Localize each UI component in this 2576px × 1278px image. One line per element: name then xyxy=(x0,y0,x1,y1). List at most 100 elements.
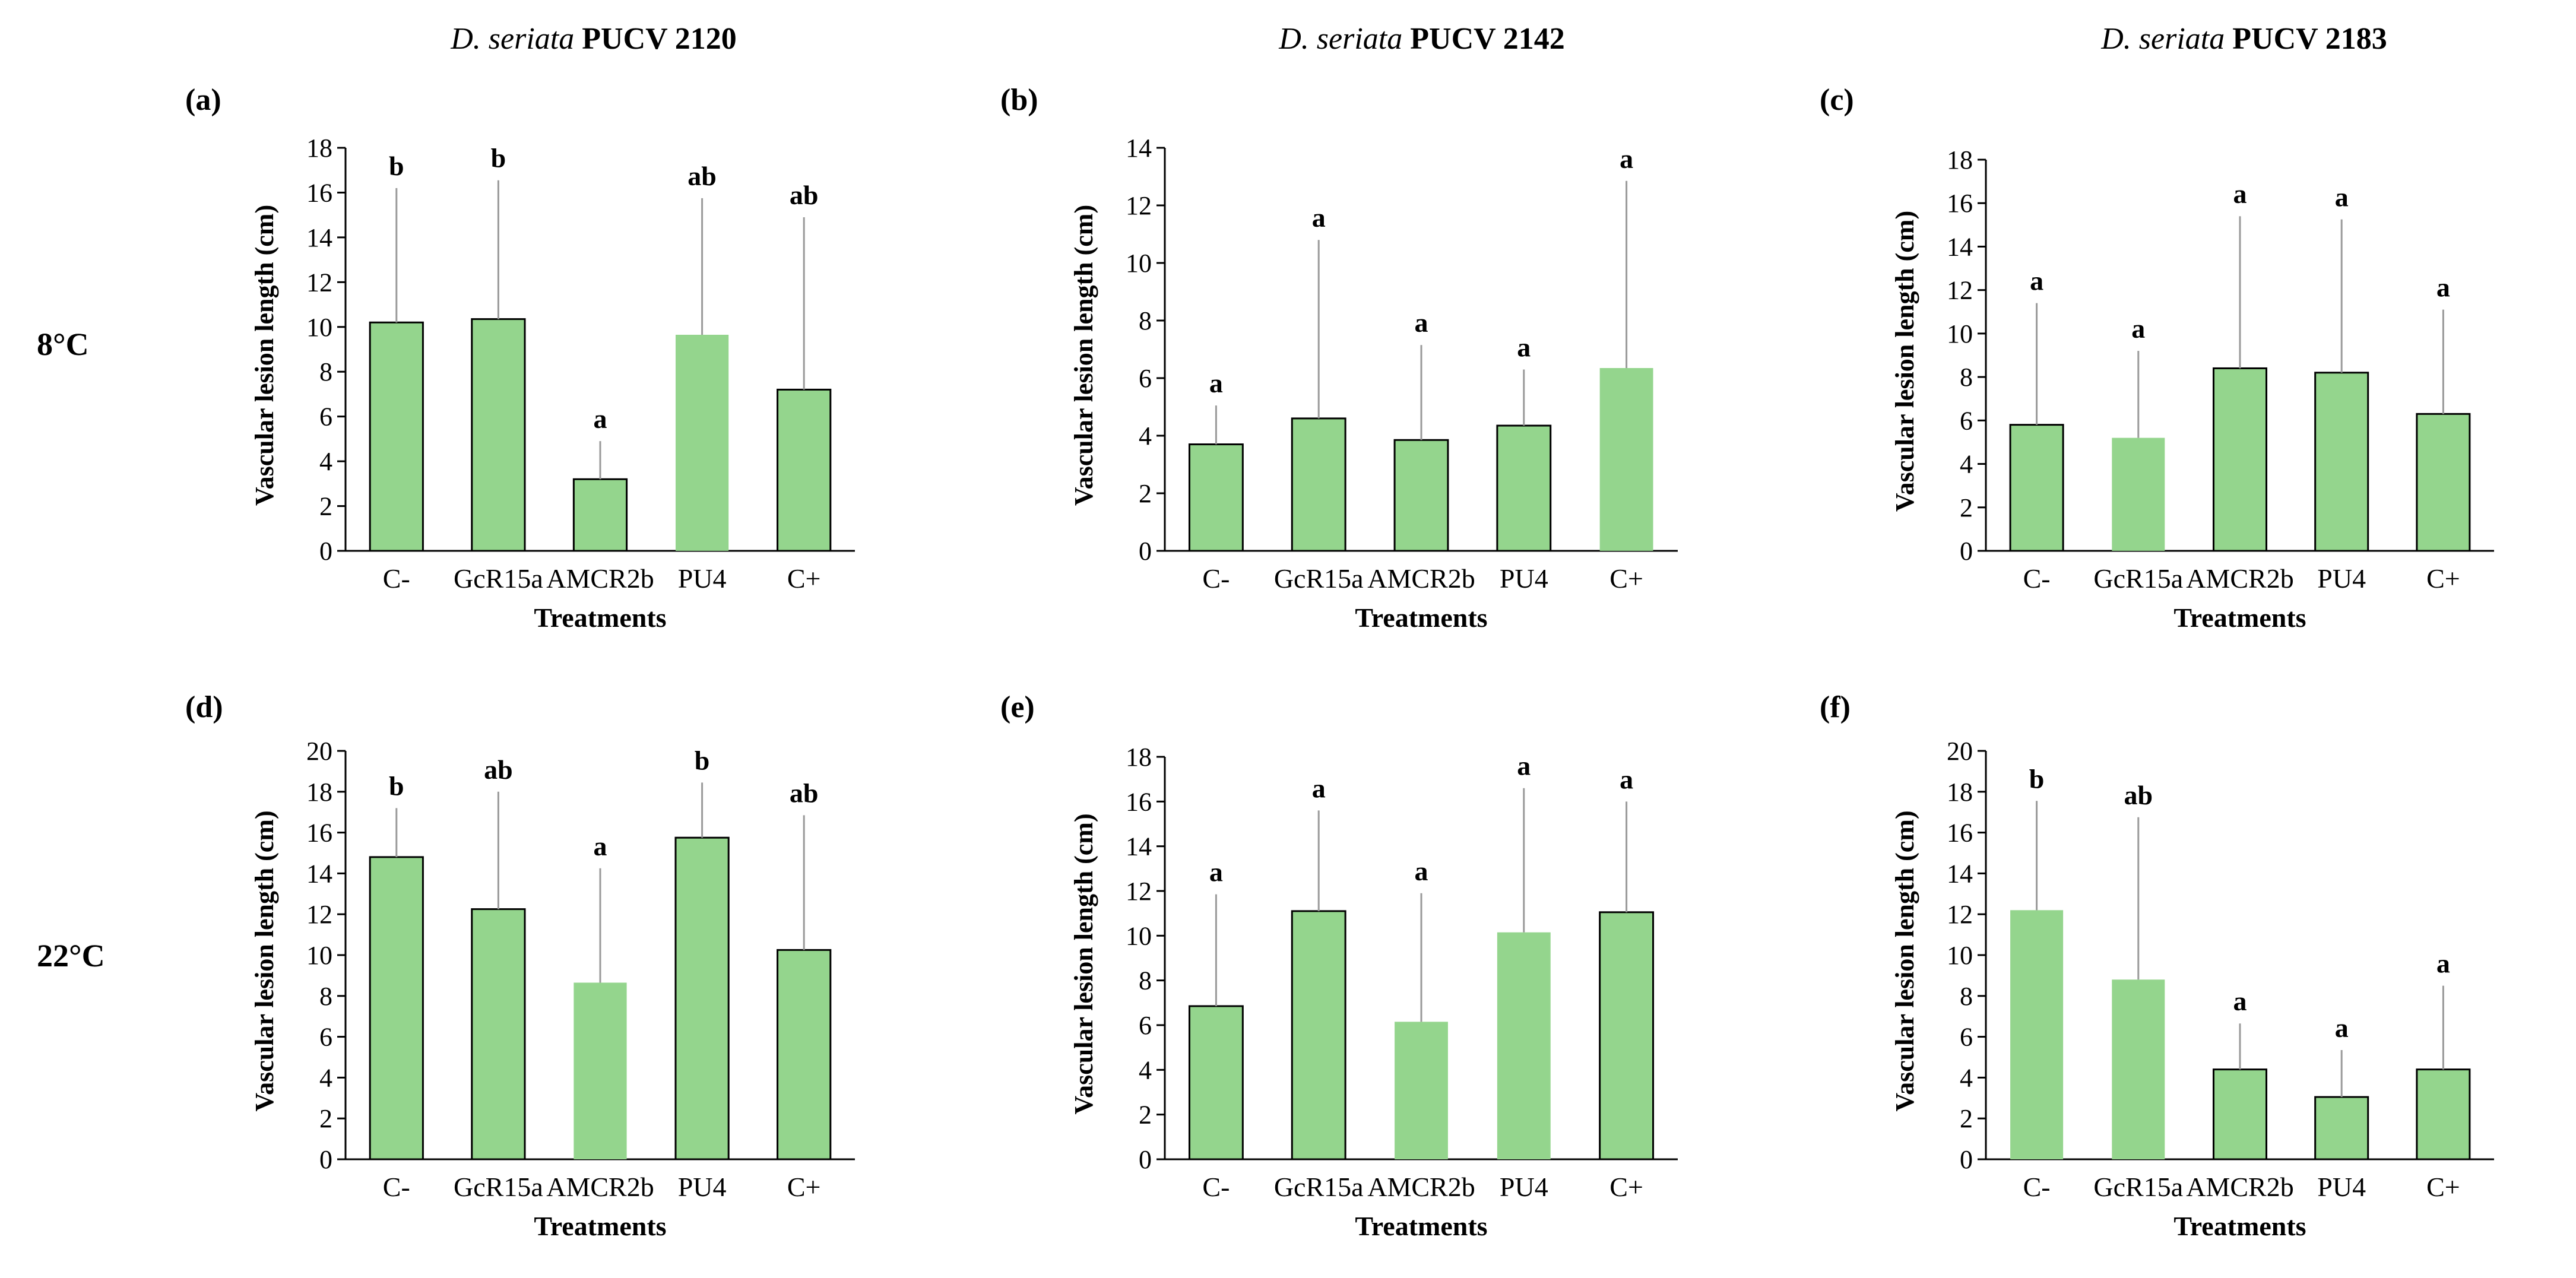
y-tick-label: 18 xyxy=(1126,743,1152,772)
bar-PU4 xyxy=(675,334,729,551)
bar-AMCR2b xyxy=(2212,367,2268,552)
y-tick-label: 14 xyxy=(1126,134,1152,163)
x-tick-label: C- xyxy=(383,563,410,594)
x-axis-title: Treatments xyxy=(1355,1211,1487,1241)
significance-letter: ab xyxy=(484,754,513,785)
y-tick-label: 0 xyxy=(319,1145,332,1174)
y-tick-label: 10 xyxy=(306,941,332,970)
y-tick-label: 8 xyxy=(319,982,332,1011)
x-tick-label: C+ xyxy=(1609,1172,1643,1202)
panel-label: (a) xyxy=(185,83,221,117)
x-axis-title: Treatments xyxy=(534,1211,666,1241)
significance-letter: a xyxy=(2131,313,2145,344)
significance-letter: ab xyxy=(687,161,717,191)
y-tick-label: 10 xyxy=(1947,941,1973,970)
y-tick-label: 8 xyxy=(1960,982,1973,1011)
y-tick-label: 12 xyxy=(306,268,332,297)
y-axis-title: Vascular lesion length (cm) xyxy=(1069,205,1098,506)
bar-PU4 xyxy=(1497,932,1551,1159)
bar-C- xyxy=(369,856,424,1160)
y-tick-label: 14 xyxy=(1947,232,1973,261)
x-tick-label: GcR15a xyxy=(454,563,543,594)
significance-letter: a xyxy=(2233,986,2247,1016)
bar-C+ xyxy=(1599,911,1655,1160)
y-tick-label: 0 xyxy=(319,537,332,566)
significance-letter: ab xyxy=(2124,780,2153,810)
y-tick-label: 16 xyxy=(1126,787,1152,816)
y-tick-label: 10 xyxy=(306,313,332,342)
chart-panel-4: (d) 0 2 4 6 8 10 12 14 16 18 20 b C-ab GcR15a a AMCR2b b P… xyxy=(185,690,855,1241)
y-tick-label: 16 xyxy=(306,178,332,207)
y-tick-label: 6 xyxy=(1139,364,1152,393)
y-tick-label: 14 xyxy=(1947,859,1973,888)
y-tick-label: 4 xyxy=(1960,1063,1973,1092)
bar-C- xyxy=(2009,424,2064,552)
x-axis-title: Treatments xyxy=(534,602,666,633)
bar-GcR15a xyxy=(1291,417,1346,552)
significance-letter: a xyxy=(2436,272,2450,303)
significance-letter: b xyxy=(695,745,710,775)
significance-letter: a xyxy=(1209,368,1223,398)
column-header-2: D. seriata PUCV 2142 xyxy=(1278,22,1564,56)
bar-C- xyxy=(1188,1005,1244,1160)
x-tick-label: AMCR2b xyxy=(546,563,654,594)
y-tick-label: 16 xyxy=(1947,189,1973,218)
significance-letter: a xyxy=(1415,856,1428,886)
x-tick-label: AMCR2b xyxy=(546,1172,654,1202)
significance-letter: a xyxy=(1517,332,1531,362)
significance-letter: ab xyxy=(790,180,819,210)
y-tick-label: 6 xyxy=(1960,1023,1973,1052)
significance-letter: a xyxy=(2030,266,2043,296)
x-tick-label: AMCR2b xyxy=(1367,563,1475,594)
y-tick-label: 4 xyxy=(1139,421,1152,451)
x-tick-label: PU4 xyxy=(2317,563,2366,594)
y-tick-label: 16 xyxy=(1947,819,1973,848)
x-tick-label: C- xyxy=(383,1172,410,1202)
chart-panel-2: (b) 0 2 4 6 8 10 12 14 a C-a GcR15a a AMCR2b a PU4 a C+ Tr… xyxy=(1000,83,1678,633)
chart-panel-3: (c) 0 2 4 6 8 10 12 14 16 18 a C-a GcR15a a AMCR2b a PU4 a… xyxy=(1820,83,2494,633)
bar-C+ xyxy=(2416,413,2471,552)
x-tick-label: C+ xyxy=(2426,563,2460,594)
y-tick-label: 14 xyxy=(1126,832,1152,861)
significance-letter: b xyxy=(2029,763,2045,794)
y-axis-title: Vascular lesion length (cm) xyxy=(250,205,279,506)
y-tick-label: 10 xyxy=(1126,249,1152,278)
y-tick-label: 18 xyxy=(1947,778,1973,807)
panel-label: (f) xyxy=(1820,690,1851,724)
y-tick-label: 4 xyxy=(319,1063,332,1092)
significance-letter: a xyxy=(2335,1013,2349,1043)
y-tick-label: 14 xyxy=(306,223,332,252)
x-tick-label: PU4 xyxy=(678,563,727,594)
y-tick-label: 8 xyxy=(1139,966,1152,995)
x-tick-label: PU4 xyxy=(2317,1172,2366,1202)
x-axis-title: Treatments xyxy=(2173,1211,2306,1241)
y-tick-label: 4 xyxy=(319,447,332,476)
bar-C- xyxy=(1188,443,1244,552)
significance-letter: a xyxy=(594,404,607,434)
y-tick-label: 12 xyxy=(1947,900,1973,929)
significance-letter: a xyxy=(2335,182,2349,213)
significance-letter: a xyxy=(1209,857,1223,887)
y-tick-label: 6 xyxy=(1139,1011,1152,1040)
y-tick-label: 0 xyxy=(1139,1145,1152,1174)
y-tick-label: 0 xyxy=(1960,1145,1973,1174)
chart-panel-6: (f) 0 2 4 6 8 10 12 14 16 18 20 b C-ab GcR15a a AMCR2b a P… xyxy=(1820,690,2494,1241)
x-tick-label: C+ xyxy=(787,1172,821,1202)
chart-panel-5: (e) 0 2 4 6 8 10 12 14 16 18 a C-a GcR15a a AMCR2b a PU4 a… xyxy=(1000,690,1678,1241)
bar-AMCR2b xyxy=(572,478,628,552)
column-header-1: D. seriata PUCV 2120 xyxy=(450,22,736,56)
x-tick-label: GcR15a xyxy=(2093,563,2183,594)
y-tick-label: 10 xyxy=(1126,921,1152,950)
x-tick-label: C+ xyxy=(787,563,821,594)
y-tick-label: 12 xyxy=(1126,877,1152,906)
bar-C+ xyxy=(777,949,832,1160)
y-axis-title: Vascular lesion length (cm) xyxy=(250,810,279,1111)
y-tick-label: 2 xyxy=(1960,1104,1973,1133)
y-tick-label: 4 xyxy=(1960,450,1973,479)
y-tick-label: 12 xyxy=(306,900,332,929)
y-tick-label: 6 xyxy=(1960,406,1973,435)
y-tick-label: 10 xyxy=(1947,319,1973,348)
bar-GcR15a xyxy=(471,318,526,552)
panel-label: (d) xyxy=(185,690,223,724)
